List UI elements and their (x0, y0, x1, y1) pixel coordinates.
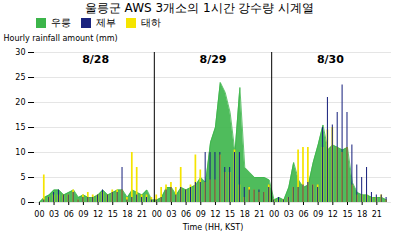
svg-text:06: 06 (181, 210, 191, 219)
svg-text:12: 12 (328, 210, 338, 219)
svg-text:0: 0 (20, 198, 25, 207)
svg-text:12: 12 (93, 210, 103, 219)
svg-text:20: 20 (15, 98, 25, 107)
svg-text:Time (HH, KST): Time (HH, KST) (182, 223, 244, 232)
svg-text:00: 00 (269, 210, 279, 219)
svg-text:18: 18 (357, 210, 367, 219)
svg-text:03: 03 (49, 210, 59, 219)
html-text:제부: 제부 (96, 17, 116, 28)
html-text:우릉: 우릉 (51, 17, 71, 28)
svg-text:8/29: 8/29 (200, 53, 227, 66)
svg-text:15: 15 (108, 210, 118, 219)
svg-text:15: 15 (15, 123, 25, 132)
svg-text:06: 06 (298, 210, 308, 219)
svg-text:8/28: 8/28 (82, 53, 109, 66)
svg-text:00: 00 (34, 210, 44, 219)
svg-text:Hourly rainfall amount (mm): Hourly rainfall amount (mm) (4, 34, 118, 43)
svg-text:21: 21 (137, 210, 147, 219)
svg-text:09: 09 (78, 210, 88, 219)
svg-text:21: 21 (372, 210, 382, 219)
svg-text:18: 18 (240, 210, 250, 219)
svg-text:03: 03 (284, 210, 294, 219)
svg-text:12: 12 (210, 210, 220, 219)
svg-text:10: 10 (15, 148, 25, 157)
svg-text:15: 15 (225, 210, 235, 219)
svg-text:06: 06 (64, 210, 74, 219)
svg-text:15: 15 (342, 210, 352, 219)
svg-text:25: 25 (15, 73, 25, 82)
html-text:태하: 태하 (141, 17, 161, 28)
svg-text:03: 03 (166, 210, 176, 219)
svg-text:8/30: 8/30 (317, 53, 344, 66)
svg-text:09: 09 (196, 210, 206, 219)
svg-text:09: 09 (313, 210, 323, 219)
html-text:울릉군 AWS 3개소의 1시간 강수량 시계열: 울릉군 AWS 3개소의 1시간 강수량 시계열 (84, 1, 315, 15)
svg-text:5: 5 (20, 173, 25, 182)
svg-text:18: 18 (122, 210, 132, 219)
svg-text:30: 30 (15, 48, 25, 57)
svg-text:00: 00 (152, 210, 162, 219)
svg-text:21: 21 (254, 210, 264, 219)
